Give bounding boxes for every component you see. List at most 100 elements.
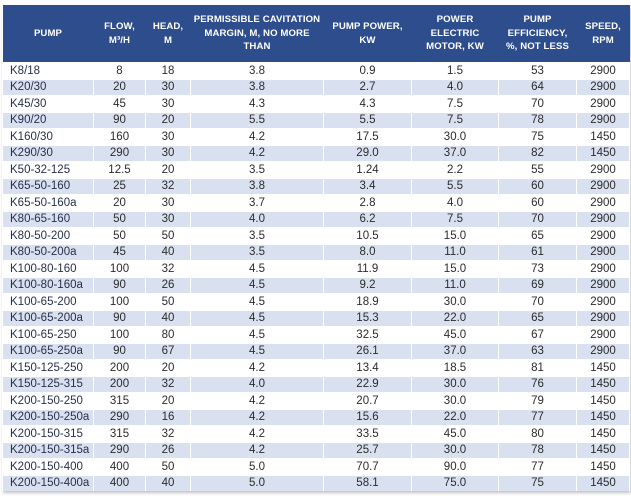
table-cell: 37.0 <box>411 342 499 360</box>
table-cell: 2.2 <box>411 161 499 178</box>
pump-name-cell: K8/18 <box>2 62 94 79</box>
table-cell: 200 <box>93 375 146 393</box>
table-cell: 61 <box>498 243 577 261</box>
pump-name-cell: K200-150-250a <box>2 408 94 426</box>
table-cell: 3.7 <box>190 194 324 211</box>
table-row: K160/30 160 30 4.2 17.5 30.0 75 1450 <box>2 128 630 145</box>
table-cell: 90 <box>93 276 146 294</box>
table-row: K8/18 8 18 3.8 0.9 1.5 53 2900 <box>2 62 630 79</box>
table-cell: 2900 <box>576 161 630 178</box>
table-cell: 4.5 <box>190 276 324 294</box>
table-cell: 50 <box>93 227 146 244</box>
table-row: K100-65-200a 90 40 4.5 15.3 22.0 65 2900 <box>2 309 630 327</box>
table-cell: 200 <box>93 359 146 376</box>
table-cell: 13.4 <box>323 359 412 376</box>
table-row: K200-150-315 315 32 4.2 33.5 45.0 80 1450 <box>2 425 630 442</box>
table-cell: 70.7 <box>323 458 412 475</box>
table-row: K200-150-315a 290 26 4.2 25.7 30.0 78 1450 <box>2 441 630 459</box>
pump-name-cell: K65-50-160 <box>2 177 94 195</box>
table-row: K80-50-200a 45 40 3.5 8.0 11.0 61 2900 <box>2 243 630 261</box>
pump-name-cell: K65-50-160a <box>2 194 94 211</box>
column-header-1: FLOW, M³/H <box>93 5 146 63</box>
table-cell: 1450 <box>576 441 630 459</box>
pump-name-cell: K150-125-315 <box>2 375 94 393</box>
pump-name-cell: K200-150-400a <box>2 474 94 491</box>
table-cell: 5.5 <box>323 111 412 129</box>
table-cell: 15.3 <box>323 309 412 327</box>
table-cell: 64 <box>498 78 577 96</box>
table-cell: 7.5 <box>411 111 499 129</box>
table-cell: 4.0 <box>411 78 499 96</box>
table-cell: 30.0 <box>411 375 499 393</box>
table-cell: 26 <box>145 276 191 294</box>
table-cell: 2.7 <box>323 78 412 96</box>
table-cell: 1450 <box>576 425 630 442</box>
table-cell: 3.8 <box>190 62 324 79</box>
table-cell: 1.5 <box>411 62 499 79</box>
table-row: K100-65-250 100 80 4.5 32.5 45.0 67 2900 <box>2 326 630 343</box>
table-cell: 18.5 <box>411 359 499 376</box>
table-cell: 1450 <box>576 408 630 426</box>
table-body: K8/18 8 18 3.8 0.9 1.5 53 2900 K20/30 20 30 3.8 2.7 4… <box>2 62 630 491</box>
table-cell: 4.5 <box>190 260 324 277</box>
table-row: K80-65-160 50 30 4.0 6.2 7.5 70 2900 <box>2 210 630 228</box>
table-cell: 90 <box>93 342 146 360</box>
table-cell: 75 <box>498 474 577 491</box>
table-cell: 2900 <box>576 293 630 310</box>
table-cell: 80 <box>498 425 577 442</box>
pump-name-cell: K45/30 <box>2 95 94 112</box>
table-cell: 26.1 <box>323 342 412 360</box>
table-cell: 80 <box>145 326 191 343</box>
table-cell: 30 <box>145 95 191 112</box>
table-row: K90/20 90 20 5.5 5.5 7.5 78 2900 <box>2 111 630 129</box>
table-cell: 78 <box>498 111 577 129</box>
table-cell: 1450 <box>576 359 630 376</box>
table-cell: 4.0 <box>190 375 324 393</box>
table-cell: 20 <box>145 392 191 409</box>
table-cell: 45 <box>93 243 146 261</box>
table-cell: 22.0 <box>411 309 499 327</box>
pump-name-cell: K100-80-160a <box>2 276 94 294</box>
table-cell: 100 <box>93 326 146 343</box>
table-cell: 290 <box>93 408 146 426</box>
table-cell: 53 <box>498 62 577 79</box>
table-cell: 32 <box>145 177 191 195</box>
table-cell: 8.0 <box>323 243 412 261</box>
table-cell: 30 <box>145 128 191 145</box>
table-cell: 5.5 <box>411 177 499 195</box>
table-row: K100-80-160a 90 26 4.5 9.2 11.0 69 2900 <box>2 276 630 294</box>
table-cell: 1450 <box>576 144 630 162</box>
table-cell: 4.3 <box>190 95 324 112</box>
table-cell: 55 <box>498 161 577 178</box>
table-cell: 50 <box>145 293 191 310</box>
table-cell: 30 <box>145 78 191 96</box>
table-cell: 400 <box>93 474 146 491</box>
table-cell: 30 <box>145 194 191 211</box>
column-header-7: SPEED, RPM <box>576 5 630 63</box>
table-cell: 25 <box>93 177 146 195</box>
table-cell: 3.5 <box>190 161 324 178</box>
table-cell: 3.8 <box>190 78 324 96</box>
table-cell: 11.0 <box>411 276 499 294</box>
table-cell: 10.5 <box>323 227 412 244</box>
table-row: K100-80-160 100 32 4.5 11.9 15.0 73 2900 <box>2 260 630 277</box>
table-cell: 90.0 <box>411 458 499 475</box>
table-cell: 30.0 <box>411 128 499 145</box>
table-cell: 79 <box>498 392 577 409</box>
table-cell: 0.9 <box>323 62 412 79</box>
table-cell: 315 <box>93 392 146 409</box>
table-cell: 22.9 <box>323 375 412 393</box>
table-cell: 1450 <box>576 375 630 393</box>
table-cell: 50 <box>145 227 191 244</box>
table-cell: 11.9 <box>323 260 412 277</box>
table-cell: 3.4 <box>323 177 412 195</box>
table-cell: 400 <box>93 458 146 475</box>
table-cell: 5.0 <box>190 474 324 491</box>
table-cell: 40 <box>145 309 191 327</box>
table-row: K50-32-125 12.5 20 3.5 1.24 2.2 55 2900 <box>2 161 630 178</box>
table-cell: 30.0 <box>411 293 499 310</box>
table-row: K200-150-250a 290 16 4.2 15.6 22.0 77 1450 <box>2 408 630 426</box>
table-cell: 20 <box>93 194 146 211</box>
table-cell: 2900 <box>576 210 630 228</box>
